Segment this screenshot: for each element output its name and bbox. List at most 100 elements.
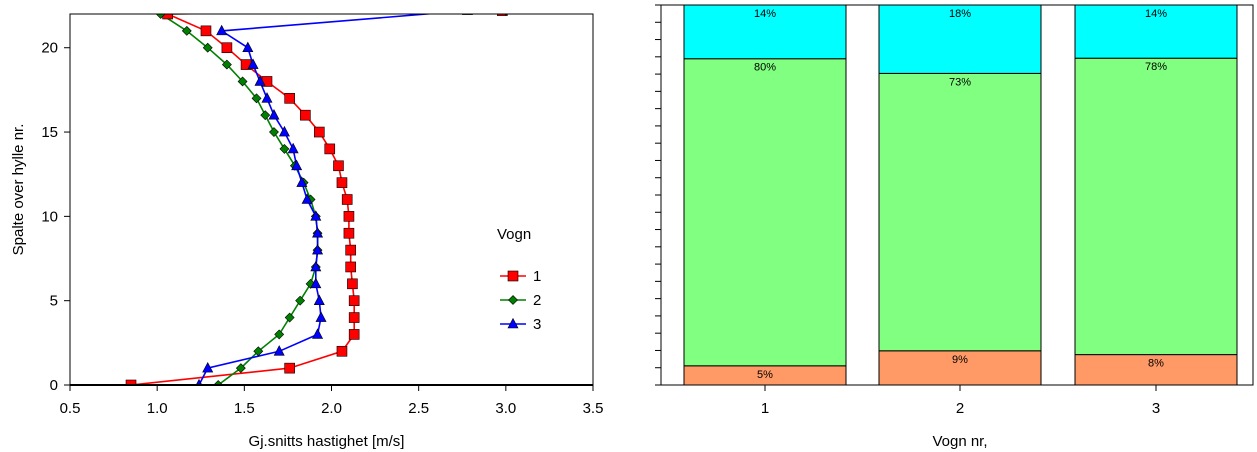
series-3-point [287, 142, 299, 154]
series-2-point [295, 295, 306, 306]
x-tick-label: 3.5 [583, 400, 604, 417]
series-2-point [279, 143, 290, 154]
y-tick-label: 20 [41, 40, 58, 57]
series-2-point [260, 110, 271, 121]
x-tick-label: 2.0 [321, 400, 342, 417]
y-tick-label: 10 [41, 208, 58, 225]
bar-3-segment-1 [1074, 57, 1238, 356]
series-3-point [461, 14, 473, 15]
bar-2-segment-2-label: 18% [949, 8, 971, 20]
series-1-point [284, 93, 295, 104]
bar-x-tick-label: 1 [761, 400, 769, 417]
series-3-point [312, 328, 324, 339]
series-1-point [162, 14, 173, 20]
bar-x-tick-label: 2 [956, 400, 964, 417]
series-2-point [155, 14, 166, 19]
series-2-point [181, 25, 192, 36]
stacked-bar-chart: 5% 80% 14% 9% 73% 18% 8% 78% 14% 1 2 3 Vogn nr, [655, 4, 1254, 450]
series-3-point [254, 75, 266, 86]
series-1-point [347, 278, 358, 290]
series-1-point [348, 312, 360, 323]
series-2-point [237, 76, 248, 87]
series-3-point [312, 243, 324, 255]
series-1-point [336, 345, 348, 357]
bar-2-segment-1-label: 73% [949, 76, 971, 88]
series-3-point [216, 24, 228, 36]
series-1-point [345, 261, 356, 273]
series-1-point [200, 25, 212, 37]
series-3-point [539, 2, 549, 12]
series-2-point [274, 329, 285, 340]
bar-x-axis-title: Vogn nr, [932, 433, 987, 450]
x-tick-label: 0.5 [60, 400, 81, 417]
bar-3-segment-2-label: 14% [1145, 8, 1167, 20]
series-1-point [333, 160, 344, 172]
series-3-point [310, 277, 322, 289]
series-3-point [278, 125, 290, 137]
series-1-point [313, 126, 325, 138]
x-axis-title: Gj.snitts hastighet [m/s] [249, 433, 405, 450]
series-1-point [300, 109, 311, 121]
y-tick-label: 5 [50, 293, 58, 310]
series-1-point [539, 2, 549, 12]
series-1-point [497, 14, 508, 16]
legend-marker-2 [508, 295, 518, 305]
series-1-point [343, 227, 355, 239]
series-3-point [291, 159, 303, 171]
legend-title: Vogn [497, 226, 531, 243]
series-1-point [348, 329, 360, 340]
plot-area [125, 2, 571, 385]
series-3-point [202, 361, 214, 373]
series-1-point [341, 194, 353, 205]
x-tick-label: 1.0 [147, 400, 168, 417]
x-tick-label: 3.0 [495, 400, 516, 417]
series-line-2 [159, 14, 319, 385]
velocity-profile-chart: 0.5 1.0 1.5 2.0 2.5 3.0 3.5 0 5 10 15 20 Gj.snitts h… [10, 2, 604, 450]
series-2-point [202, 42, 213, 53]
series-1-point [221, 42, 233, 54]
y-tick-label: 0 [50, 377, 58, 394]
series-2-point [235, 363, 246, 374]
bar-1-segment-2-label: 14% [754, 8, 776, 20]
series-2-point [284, 312, 295, 323]
series-3-point [310, 260, 322, 272]
series-1-point [345, 244, 356, 256]
series-2-point [251, 93, 262, 104]
legend-label-2: 2 [533, 292, 541, 309]
series-3-point [313, 294, 325, 305]
x-tick-label: 2.5 [408, 400, 429, 417]
series-2-point [213, 380, 224, 385]
series-1-point [284, 362, 295, 374]
bar-3-segment-0-label: 8% [1148, 358, 1164, 370]
plot-frame [69, 13, 594, 386]
bar-3-segment-0 [1074, 354, 1238, 386]
series-3-point [301, 193, 313, 204]
series-1-point [343, 211, 355, 222]
series-2-point [221, 59, 232, 70]
legend-marker-3 [507, 317, 519, 329]
series-3-point [315, 311, 327, 322]
bar-2-segment-2 [878, 4, 1042, 74]
bar-1-segment-1 [683, 58, 847, 367]
bar-3-segment-1-label: 78% [1145, 61, 1167, 73]
series-1-point [125, 379, 137, 385]
legend-marker-1 [507, 270, 519, 282]
series-1-point [336, 177, 348, 188]
series-2-point [269, 127, 279, 137]
legend: Vogn 1 2 3 [497, 226, 541, 333]
bar-2-segment-0-label: 9% [952, 354, 968, 366]
legend-label-1: 1 [533, 268, 541, 285]
series-3-point [296, 176, 308, 187]
y-tick-label: 15 [41, 124, 58, 141]
series-2-point [562, 3, 571, 12]
series-3-point [312, 227, 324, 238]
series-3-point [247, 58, 259, 69]
series-3-point [268, 109, 280, 120]
bar-1-segment-1-label: 80% [754, 62, 776, 74]
series-line-1 [130, 14, 356, 385]
series-1-point [324, 143, 336, 155]
bar-1-segment-0-label: 5% [757, 369, 773, 381]
series-3-point [310, 210, 322, 221]
series-3-point [273, 345, 285, 356]
